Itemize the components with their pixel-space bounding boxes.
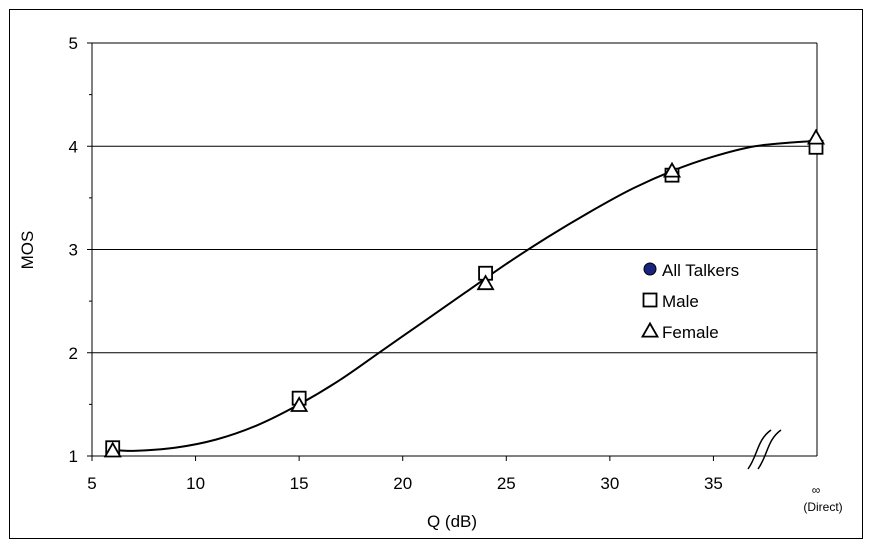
legend-marker-male xyxy=(642,292,658,308)
legend-label-male: Male xyxy=(662,292,699,311)
axis-break-icon xyxy=(747,429,782,470)
x-tick-label: 20 xyxy=(393,474,412,493)
legend: All Talkers Male Female xyxy=(640,261,739,342)
x-tick-label: 15 xyxy=(290,474,309,493)
y-tick-label: 2 xyxy=(69,344,78,363)
y-axis-title: MOS xyxy=(18,231,37,270)
y-tick-label: 1 xyxy=(69,447,78,466)
x-tick-label: 10 xyxy=(186,474,205,493)
female-point xyxy=(806,128,826,145)
legend-label-female: Female xyxy=(662,323,719,342)
legend-marker-female xyxy=(640,321,660,338)
y-tick-label: 3 xyxy=(69,241,78,260)
legend-marker-all-talkers xyxy=(643,262,657,276)
infinity-symbol: ∞ xyxy=(812,483,821,497)
y-tick-label: 5 xyxy=(69,34,78,53)
x-tick-label: 5 xyxy=(87,474,96,493)
female-point xyxy=(103,441,122,458)
female-point xyxy=(476,274,495,291)
legend-label-all-talkers: All Talkers xyxy=(662,261,739,280)
female-point xyxy=(662,161,682,178)
female-point xyxy=(290,396,309,412)
x-axis-title: Q (dB) xyxy=(427,512,477,531)
x-tick-label: 25 xyxy=(497,474,516,493)
x-tick-label: 35 xyxy=(704,474,723,493)
direct-label: (Direct) xyxy=(803,500,842,514)
x-tick-label: 30 xyxy=(600,474,619,493)
fit-curve xyxy=(112,140,817,452)
y-tick-label: 4 xyxy=(69,137,78,156)
